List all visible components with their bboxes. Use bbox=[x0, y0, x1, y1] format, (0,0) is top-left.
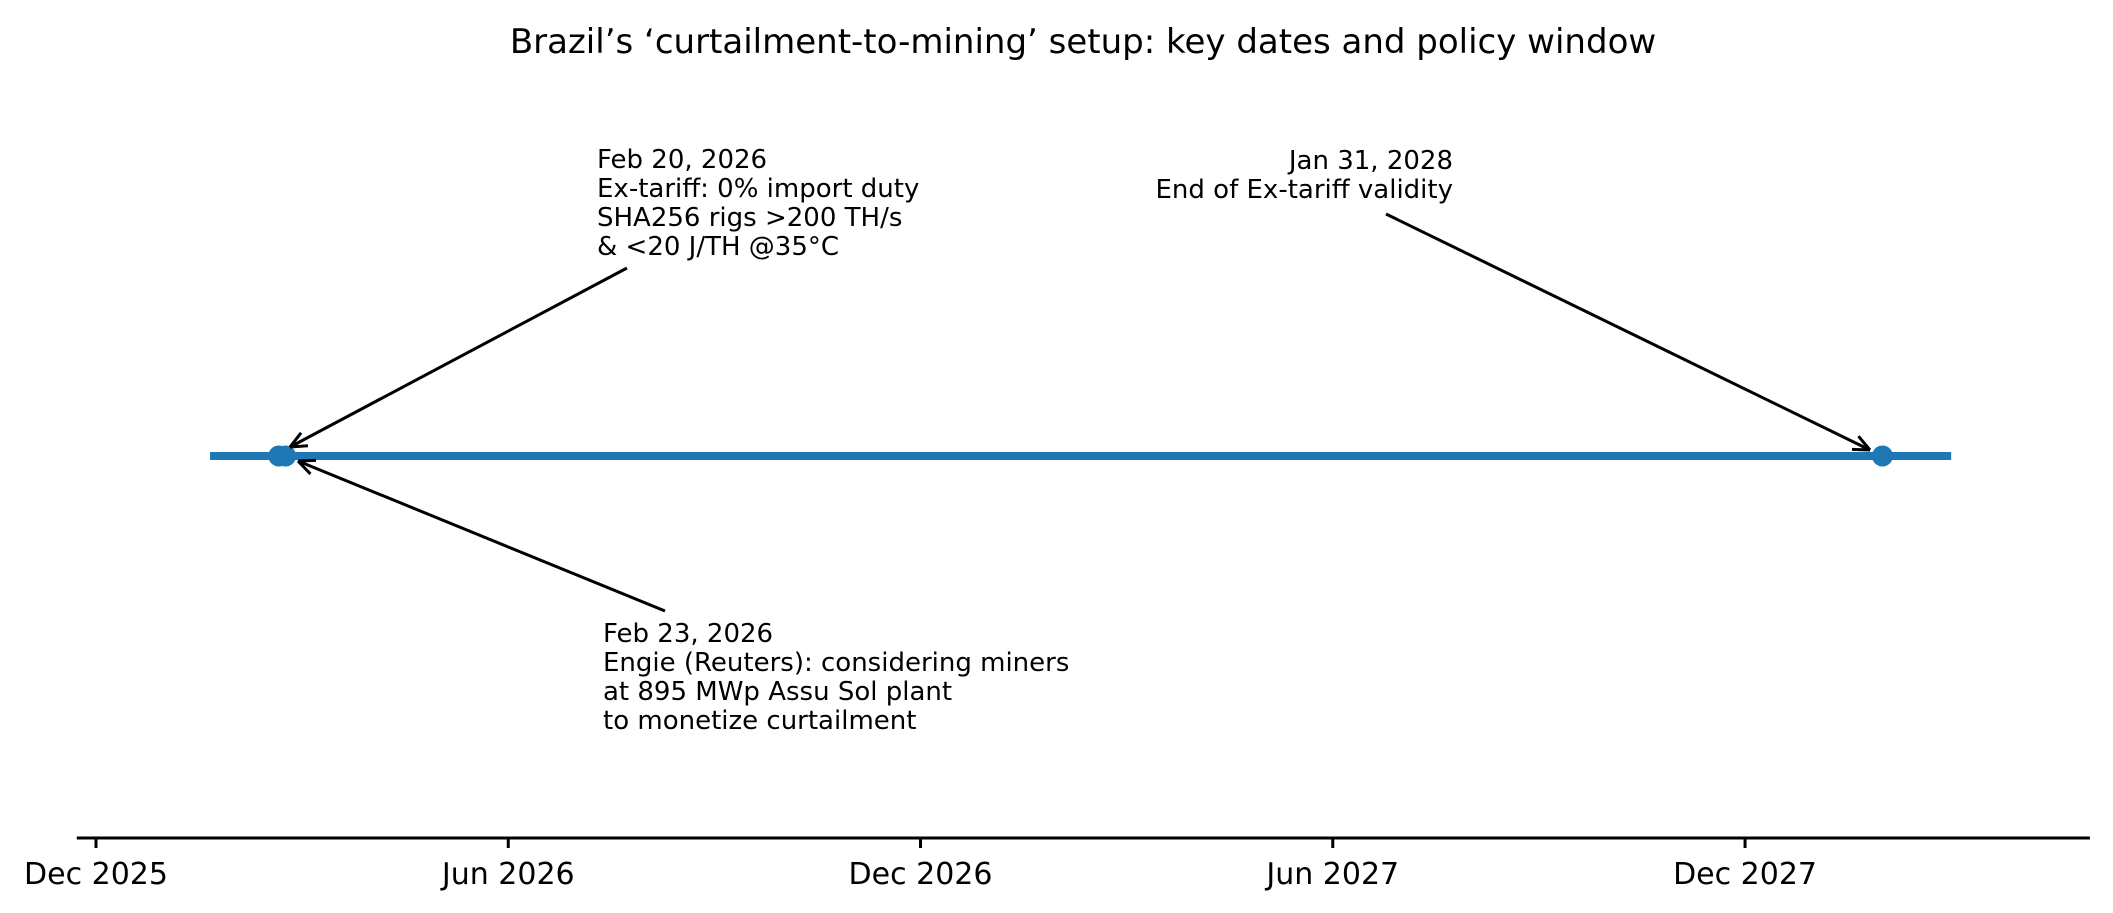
annotation-line: Ex-tariff: 0% import duty bbox=[597, 174, 920, 204]
annotation-text-block: Jan 31, 2028 End of Ex-tariff validity bbox=[1156, 147, 1454, 205]
annotation-arrow-line bbox=[1385, 212, 1871, 452]
event-dot bbox=[275, 445, 297, 467]
x-tick-label: Dec 2026 bbox=[848, 857, 993, 892]
annotation-line: & <20 J/TH @35°C bbox=[597, 232, 840, 262]
annotation-arrow-head bbox=[297, 458, 317, 463]
annotation-arrow-line bbox=[289, 266, 628, 449]
annotation-line: End of Ex-tariff validity bbox=[1155, 175, 1454, 205]
annotation-arrow-head bbox=[1857, 435, 1872, 451]
annotation-arrow-line bbox=[297, 459, 666, 613]
annotation-arrow-head bbox=[296, 459, 312, 476]
annotation-line: Feb 20, 2026 bbox=[597, 145, 768, 175]
x-tick-label: Dec 2027 bbox=[1673, 857, 1817, 892]
chart-title: Brazil’s ‘curtailment-to-mining’ setup: … bbox=[509, 22, 1657, 62]
annotation-line: SHA256 rigs >200 TH/s bbox=[597, 203, 903, 233]
annotation-line: at 895 MWp Assu Sol plant bbox=[603, 677, 953, 707]
annotation-arrow-head bbox=[289, 444, 309, 449]
annotation-text-block: Feb 20, 2026 Ex-tariff: 0% import duty SHA… bbox=[597, 146, 919, 262]
event-dot bbox=[1871, 445, 1893, 467]
annotation-arrow-head bbox=[1851, 447, 1871, 452]
x-tick-label: Jun 2027 bbox=[1266, 857, 1400, 892]
annotation-line: Feb 23, 2026 bbox=[603, 619, 774, 649]
annotation-line: to monetize curtailment bbox=[603, 706, 917, 736]
annotation-arrow-head bbox=[288, 431, 303, 448]
annotation-line: Jan 31, 2028 bbox=[1288, 146, 1453, 176]
annotation-line: Engie (Reuters): considering miners bbox=[603, 648, 1070, 678]
annotation-text-block: Feb 23, 2026 Engie (Reuters): considering… bbox=[603, 620, 1069, 736]
x-tick-label: Dec 2025 bbox=[24, 857, 168, 892]
x-tick-label: Jun 2026 bbox=[441, 857, 575, 892]
